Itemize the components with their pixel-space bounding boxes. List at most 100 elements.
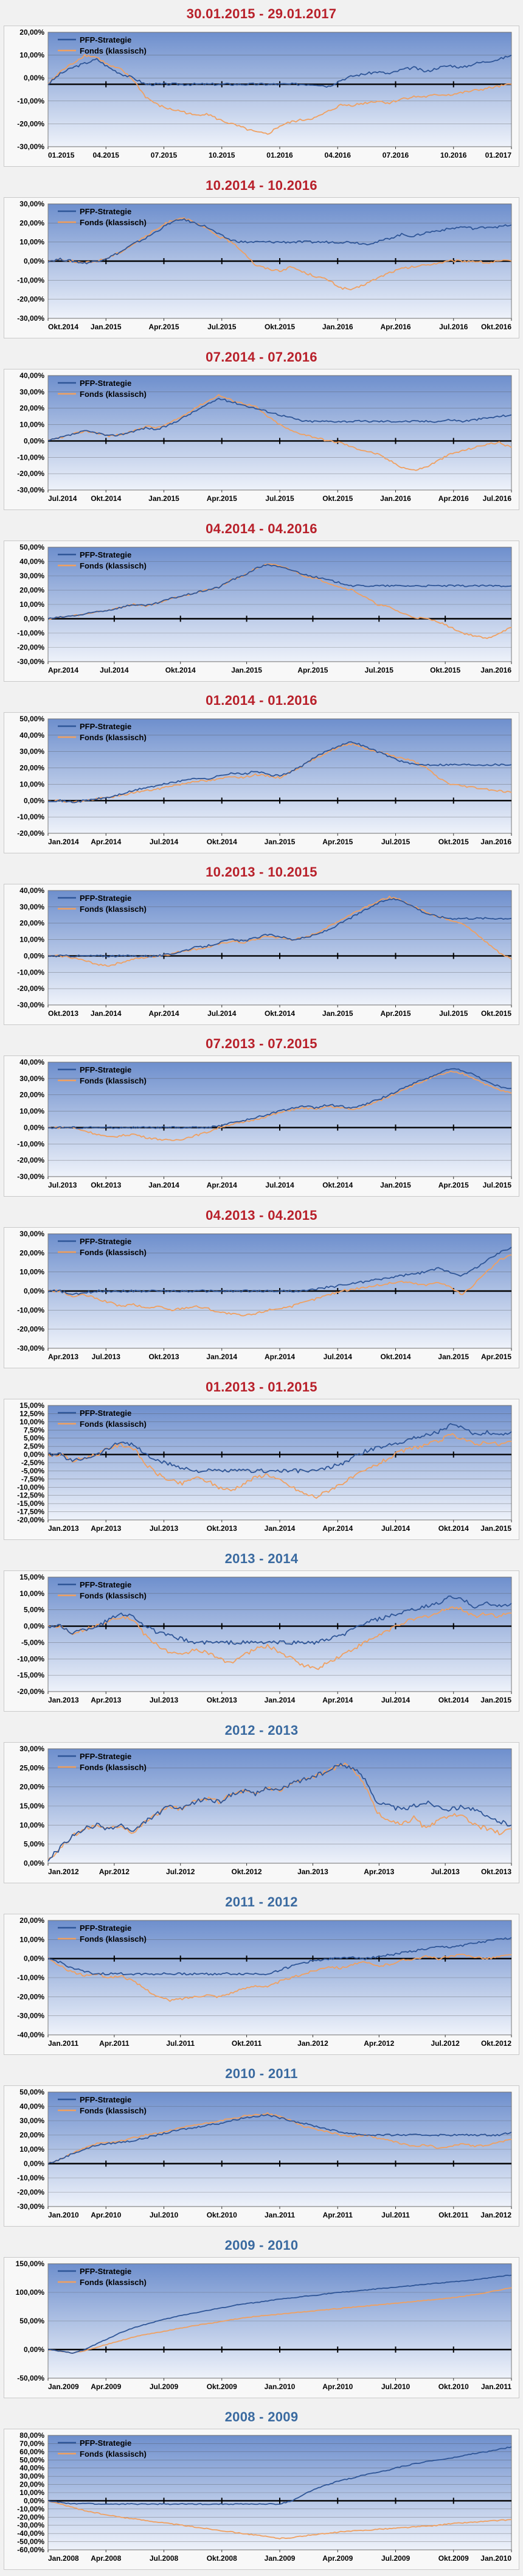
legend-label: Fonds (klassisch) — [80, 1934, 147, 1944]
x-tick-label: Apr.2009 — [322, 2554, 353, 2563]
x-tick-label: Apr.2013 — [48, 1353, 78, 1361]
x-tick-label: Jan.2016 — [380, 494, 411, 503]
y-tick-label: -20,00% — [17, 1687, 44, 1696]
y-tick-label: -30,00% — [17, 2521, 44, 2530]
y-tick-label: -10,00% — [17, 1973, 44, 1982]
y-tick-label: -5,00% — [21, 1638, 44, 1647]
x-tick-label: Jul.2013 — [150, 1524, 179, 1533]
x-tick-label: Apr.2011 — [323, 2211, 353, 2219]
x-tick-label: Jul.2015 — [265, 494, 294, 503]
plot-area: -30,00% -20,00% -10,00% 0,00% 10,00% 20,00% 01… — [4, 26, 519, 167]
y-tick-label: 10,00% — [19, 1821, 44, 1829]
x-tick-label: Jul.2009 — [381, 2554, 410, 2563]
y-tick-label: -15,00% — [17, 1499, 44, 1508]
plot-area: -30,00% -20,00% -10,00% 0,00% 10,00% 20,00% 30… — [4, 2085, 519, 2227]
legend-label: Fonds (klassisch) — [80, 1763, 147, 1772]
y-tick-label: 40,00% — [19, 886, 44, 895]
line-chart: -30,00% -20,00% -10,00% 0,00% 10,00% 20,00% 30… — [17, 371, 512, 503]
series-line-fonds-klassisch — [47, 1606, 512, 1670]
legend-label: PFP-Strategie — [80, 2438, 131, 2448]
x-tick-label: Jan.2014 — [265, 1696, 296, 1704]
x-tick-label: Jul.2014 — [100, 666, 129, 674]
y-tick-label: -50,00% — [17, 2538, 44, 2546]
x-tick-label: Jan.2014 — [48, 838, 79, 846]
x-tick-label: Okt.2010 — [438, 2382, 469, 2391]
series-line-pfp-strategie — [47, 1423, 512, 1474]
x-tick-label: Apr.2009 — [91, 2382, 121, 2391]
x-tick-label: Jan.2015 — [380, 1181, 411, 1189]
x-tick-label: Jan.2015 — [148, 494, 179, 503]
x-tick-label: Jul.2014 — [207, 1009, 237, 1018]
x-tick-label: Jul.2012 — [431, 2039, 460, 2048]
y-tick-label: 20,00% — [19, 219, 44, 227]
x-tick-label: Jan.2015 — [265, 838, 296, 846]
y-tick-label: -30,00% — [17, 1001, 44, 1009]
series-line-pfp-strategie — [47, 1763, 512, 1862]
chart-title: 2012 - 2013 — [224, 1723, 299, 1738]
legend-label: Fonds (klassisch) — [80, 2278, 147, 2287]
y-tick-label: 50,00% — [19, 2088, 44, 2096]
y-tick-label: -17,50% — [17, 1508, 44, 1516]
y-tick-label: 50,00% — [19, 715, 44, 723]
x-tick-label: Apr.2016 — [438, 494, 469, 503]
x-tick-label: Okt.2015 — [322, 494, 353, 503]
plot-area: -20,00% -17,50% -15,00% -12,50% -10,00% -7,50… — [4, 1399, 519, 1540]
plot-area: -30,00% -20,00% -10,00% 0,00% 10,00% 20,00% 30… — [4, 369, 519, 510]
plot-background — [47, 890, 512, 1006]
y-tick-label: -10,00% — [17, 629, 44, 637]
x-tick-label: Jul.2016 — [483, 494, 512, 503]
y-tick-label: 5,00% — [24, 1840, 44, 1849]
legend-label: PFP-Strategie — [80, 1752, 131, 1761]
y-tick-label: -20,00% — [17, 1992, 44, 2001]
y-tick-label: -20,00% — [17, 119, 44, 128]
y-tick-label: 50,00% — [19, 2317, 44, 2325]
y-tick-label: 15,00% — [19, 1802, 44, 1810]
y-tick-label: 0,00% — [24, 1859, 44, 1867]
legend-label: Fonds (klassisch) — [80, 2106, 147, 2115]
legend-label: Fonds (klassisch) — [80, 390, 147, 399]
legend-label: Fonds (klassisch) — [80, 561, 147, 570]
chart-title: 01.2013 - 01.2015 — [206, 1379, 317, 1395]
x-tick-label: Okt.2014 — [438, 1696, 469, 1704]
y-tick-label: -20,00% — [17, 1516, 44, 1524]
series-line-fonds-klassisch — [47, 2287, 512, 2354]
x-tick-label: Apr.2011 — [99, 2039, 130, 2048]
x-tick-label: Jul.2012 — [166, 1867, 195, 1876]
line-chart: -20,00% -15,00% -10,00% -5,00% 0,00% 5,00% 10,… — [17, 1573, 512, 1704]
x-tick-label: Okt.2014 — [91, 494, 121, 503]
y-tick-label: 30,00% — [19, 1745, 44, 1753]
chart-title: 07.2014 - 07.2016 — [206, 349, 317, 365]
y-tick-label: 2,50% — [24, 1442, 44, 1451]
y-tick-label: 20,00% — [19, 404, 44, 413]
x-tick-label: Apr.2014 — [91, 838, 121, 846]
y-tick-label: -30,00% — [17, 1172, 44, 1181]
chart-title: 2013 - 2014 — [224, 1551, 299, 1566]
x-tick-label: Okt.2014 — [207, 838, 237, 846]
legend-label: Fonds (klassisch) — [80, 1591, 147, 1600]
plot-area: -20,00% -10,00% 0,00% 10,00% 20,00% 30,00% 40,… — [4, 712, 519, 853]
y-tick-label: 10,00% — [19, 421, 44, 429]
line-chart: -30,00% -20,00% -10,00% 0,00% 10,00% 20,00% 30… — [17, 200, 512, 331]
plot-area: -30,00% -20,00% -10,00% 0,00% 10,00% 20,00% 30… — [4, 197, 519, 338]
y-tick-label: -30,00% — [17, 657, 44, 666]
y-tick-label: 7,50% — [24, 1426, 44, 1434]
series-line-pfp-strategie — [47, 2274, 512, 2354]
series-line-fonds-klassisch — [47, 2501, 512, 2539]
x-tick-label: 07.2015 — [151, 151, 178, 159]
series-line-pfp-strategie — [47, 1247, 512, 1295]
y-tick-label: -30,00% — [17, 2202, 44, 2211]
x-tick-label: Okt.2013 — [207, 1696, 237, 1704]
y-tick-label: 40,00% — [19, 2464, 44, 2473]
y-tick-label: 30,00% — [19, 747, 44, 756]
series-line-pfp-strategie — [47, 1937, 512, 1976]
y-tick-label: -20,00% — [17, 1156, 44, 1164]
y-tick-label: 50,00% — [19, 543, 44, 551]
x-tick-label: Jan.2014 — [265, 1524, 296, 1533]
line-chart: 0,00% 5,00% 10,00% 15,00% 20,00% 25,00% 30,00%… — [19, 1745, 512, 1876]
x-tick-label: Apr.2010 — [322, 2382, 353, 2391]
legend-label: PFP-Strategie — [80, 379, 131, 388]
y-tick-label: 70,00% — [19, 2439, 44, 2448]
legend-label: PFP-Strategie — [80, 1065, 131, 1074]
x-tick-label: Jan.2009 — [48, 2382, 79, 2391]
x-tick-label: Jan.2015 — [480, 1524, 511, 1533]
